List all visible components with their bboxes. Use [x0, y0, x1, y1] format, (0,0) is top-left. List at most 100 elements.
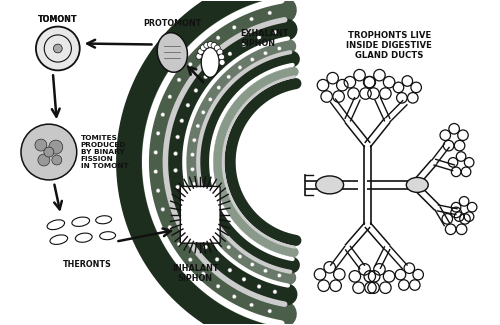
Ellipse shape: [406, 177, 428, 192]
Circle shape: [194, 88, 198, 93]
Circle shape: [35, 139, 47, 151]
Circle shape: [228, 268, 232, 272]
Circle shape: [54, 44, 62, 53]
Circle shape: [52, 155, 62, 165]
Circle shape: [208, 42, 214, 47]
Circle shape: [186, 217, 190, 221]
Text: PROTOMONT: PROTOMONT: [143, 19, 202, 28]
Circle shape: [180, 119, 184, 123]
Circle shape: [264, 269, 268, 273]
Circle shape: [268, 11, 272, 15]
Ellipse shape: [47, 220, 64, 230]
Text: EXHALANT
SIPHON: EXHALANT SIPHON: [240, 29, 288, 48]
Circle shape: [242, 43, 246, 47]
Circle shape: [232, 295, 236, 299]
Circle shape: [192, 182, 196, 186]
Circle shape: [44, 147, 54, 157]
Circle shape: [174, 152, 178, 156]
Circle shape: [211, 43, 217, 48]
Circle shape: [273, 290, 277, 294]
Circle shape: [215, 257, 219, 261]
Circle shape: [196, 53, 202, 59]
Circle shape: [177, 242, 181, 246]
Text: INHALANT
SIPHON: INHALANT SIPHON: [172, 264, 218, 283]
Circle shape: [208, 223, 212, 227]
Circle shape: [202, 111, 205, 114]
Circle shape: [216, 284, 220, 288]
Circle shape: [278, 46, 281, 50]
Circle shape: [202, 48, 205, 52]
Circle shape: [156, 131, 160, 135]
Circle shape: [217, 85, 221, 90]
Circle shape: [208, 98, 212, 101]
Ellipse shape: [76, 233, 92, 242]
Circle shape: [176, 135, 180, 139]
Circle shape: [198, 48, 203, 54]
Circle shape: [190, 153, 194, 157]
Circle shape: [161, 113, 165, 117]
Text: TOMONT: TOMONT: [38, 15, 78, 24]
Circle shape: [190, 167, 194, 171]
Circle shape: [200, 45, 206, 51]
Circle shape: [156, 189, 160, 193]
Circle shape: [174, 168, 178, 172]
Circle shape: [36, 27, 80, 71]
Circle shape: [250, 17, 254, 21]
Circle shape: [257, 284, 261, 289]
Circle shape: [273, 30, 277, 34]
Ellipse shape: [201, 47, 219, 77]
Circle shape: [196, 124, 200, 128]
Ellipse shape: [157, 33, 188, 72]
Circle shape: [217, 49, 223, 55]
Circle shape: [192, 138, 196, 142]
Circle shape: [186, 103, 190, 107]
Circle shape: [264, 51, 268, 55]
Circle shape: [238, 65, 242, 70]
Ellipse shape: [72, 217, 90, 227]
Circle shape: [228, 52, 232, 56]
Circle shape: [214, 45, 220, 51]
Circle shape: [168, 95, 172, 99]
Circle shape: [196, 196, 200, 200]
Circle shape: [202, 210, 205, 214]
Circle shape: [21, 124, 76, 180]
Ellipse shape: [100, 232, 116, 240]
Circle shape: [204, 245, 208, 249]
Text: TROPHONTS LIVE
INSIDE DIGESTIVE
GLAND DUCTS: TROPHONTS LIVE INSIDE DIGESTIVE GLAND DU…: [346, 31, 432, 60]
Circle shape: [194, 231, 198, 236]
Circle shape: [177, 78, 181, 82]
Circle shape: [38, 154, 50, 166]
Circle shape: [278, 274, 281, 278]
Circle shape: [232, 25, 236, 29]
Circle shape: [202, 272, 205, 276]
Circle shape: [204, 42, 210, 48]
Circle shape: [168, 225, 172, 229]
Circle shape: [188, 62, 192, 66]
Circle shape: [242, 277, 246, 281]
Circle shape: [161, 207, 165, 211]
Circle shape: [204, 75, 208, 79]
Text: THERONTS: THERONTS: [63, 260, 112, 268]
Circle shape: [180, 201, 184, 205]
Circle shape: [257, 35, 261, 39]
Circle shape: [227, 245, 231, 249]
Circle shape: [154, 170, 158, 174]
Circle shape: [250, 58, 254, 61]
FancyBboxPatch shape: [180, 187, 220, 243]
Circle shape: [188, 258, 192, 262]
Text: TOMONT: TOMONT: [38, 15, 78, 24]
Circle shape: [154, 150, 158, 154]
Circle shape: [268, 309, 272, 313]
Ellipse shape: [50, 235, 68, 244]
Circle shape: [227, 75, 231, 79]
Circle shape: [219, 59, 225, 65]
Circle shape: [218, 54, 224, 60]
Circle shape: [250, 303, 254, 307]
Circle shape: [49, 140, 63, 154]
Text: TOMITES
PRODUCED
BY BINARY
FISSION
IN TOMONT: TOMITES PRODUCED BY BINARY FISSION IN TO…: [80, 135, 128, 169]
Circle shape: [176, 185, 180, 189]
Circle shape: [238, 254, 242, 258]
Ellipse shape: [316, 176, 344, 194]
Circle shape: [215, 63, 219, 67]
Circle shape: [217, 234, 221, 239]
